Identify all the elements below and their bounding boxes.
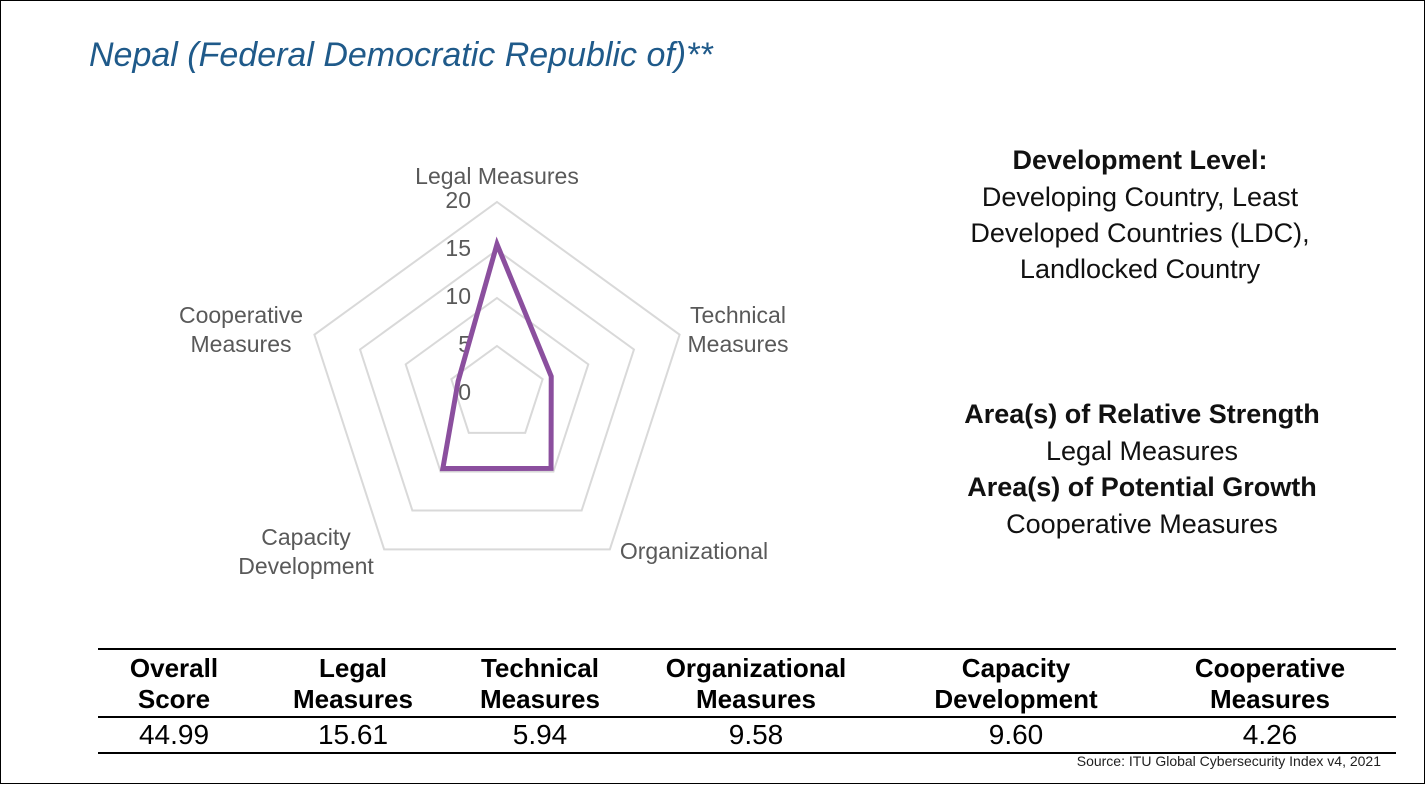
radar-tick-label: 20 (445, 187, 471, 213)
radar-axis-label: Legal Measures (415, 163, 579, 189)
growth-value: Cooperative Measures (1006, 509, 1278, 539)
radar-axis-label-line: Technical (690, 302, 786, 328)
development-level-line-3: Landlocked Country (1019, 254, 1261, 284)
value-legal-measures: 15.61 (317, 719, 389, 750)
value-cooperative-measures: 4.26 (1242, 719, 1298, 750)
growth-heading: Area(s) of Potential Growth (967, 472, 1317, 502)
header-line: Measures (293, 684, 413, 714)
source-note: Source: ITU Global Cybersecurity Index v… (1076, 753, 1381, 769)
header-line: Cooperative (1194, 653, 1346, 683)
value-overall-score: 44.99 (138, 719, 210, 750)
development-level-block: Development Level: Developing Country, L… (930, 142, 1350, 287)
header-line: Legal (319, 653, 387, 683)
score-table-header-row: Overall Score Legal Measures Technical Meas… (98, 650, 1396, 718)
development-level-line-1: Developing Country, Least (981, 182, 1299, 212)
radar-axis-label-line: Development (238, 553, 374, 579)
header-line: Capacity (961, 653, 1071, 683)
value-organizational-measures: 9.58 (728, 719, 784, 750)
strength-heading: Area(s) of Relative Strength (964, 399, 1320, 429)
radar-axis-label-line: Legal Measures (415, 163, 579, 189)
header-technical-measures: Technical Measures (456, 650, 624, 716)
radar-axis-label-line: Measures (688, 331, 789, 357)
radar-tick-label: 10 (445, 283, 471, 309)
header-line: Measures (696, 684, 816, 714)
radar-axis-label: Organizational (620, 538, 768, 564)
header-line: Measures (1210, 684, 1330, 714)
radar-grid-ring (404, 296, 590, 473)
radar-tick-label: 15 (445, 235, 471, 261)
strength-growth-block: Area(s) of Relative Strength Legal Measu… (920, 396, 1364, 542)
radar-axis-label: Capacity Development (238, 524, 374, 579)
header-cooperative-measures: Cooperative Measures (1144, 650, 1396, 716)
radar-series-line (439, 236, 554, 472)
radar-axis-label: Technical Measures (688, 302, 789, 357)
radar-tick-label: 0 (458, 379, 471, 405)
header-overall-score: Overall Score (98, 650, 250, 716)
header-line: Overall (129, 653, 219, 683)
strength-value: Legal Measures (1045, 436, 1239, 466)
value-capacity-development: 9.60 (988, 719, 1044, 750)
value-technical-measures: 5.94 (512, 719, 568, 750)
development-level-heading: Development Level: (1012, 145, 1268, 175)
score-table: Overall Score Legal Measures Technical Meas… (98, 648, 1396, 754)
header-line: Measures (480, 684, 600, 714)
radar-axis-label: Cooperative Measures (179, 302, 303, 357)
header-line: Score (137, 684, 211, 714)
header-line: Organizational (665, 653, 847, 683)
header-capacity-development: Capacity Development (888, 650, 1144, 716)
radar-axis-label-line: Organizational (620, 538, 768, 564)
radar-axis-label-line: Capacity (261, 524, 351, 550)
radar-axis-label-line: Cooperative (179, 302, 303, 328)
radar-grid-ring (358, 248, 636, 512)
header-organizational-measures: Organizational Measures (624, 650, 888, 716)
header-line: Technical (480, 653, 599, 683)
page-title: Nepal (Federal Democratic Republic of)** (89, 36, 713, 74)
radar-axis-label-line: Measures (191, 331, 292, 357)
score-table-values-row: 44.99 15.61 5.94 9.58 9.60 4.26 (98, 718, 1396, 752)
header-line: Development (934, 684, 1098, 714)
development-level-line-2: Developed Countries (LDC), (970, 218, 1310, 248)
radar-grid-ring (313, 200, 681, 551)
header-legal-measures: Legal Measures (250, 650, 456, 716)
